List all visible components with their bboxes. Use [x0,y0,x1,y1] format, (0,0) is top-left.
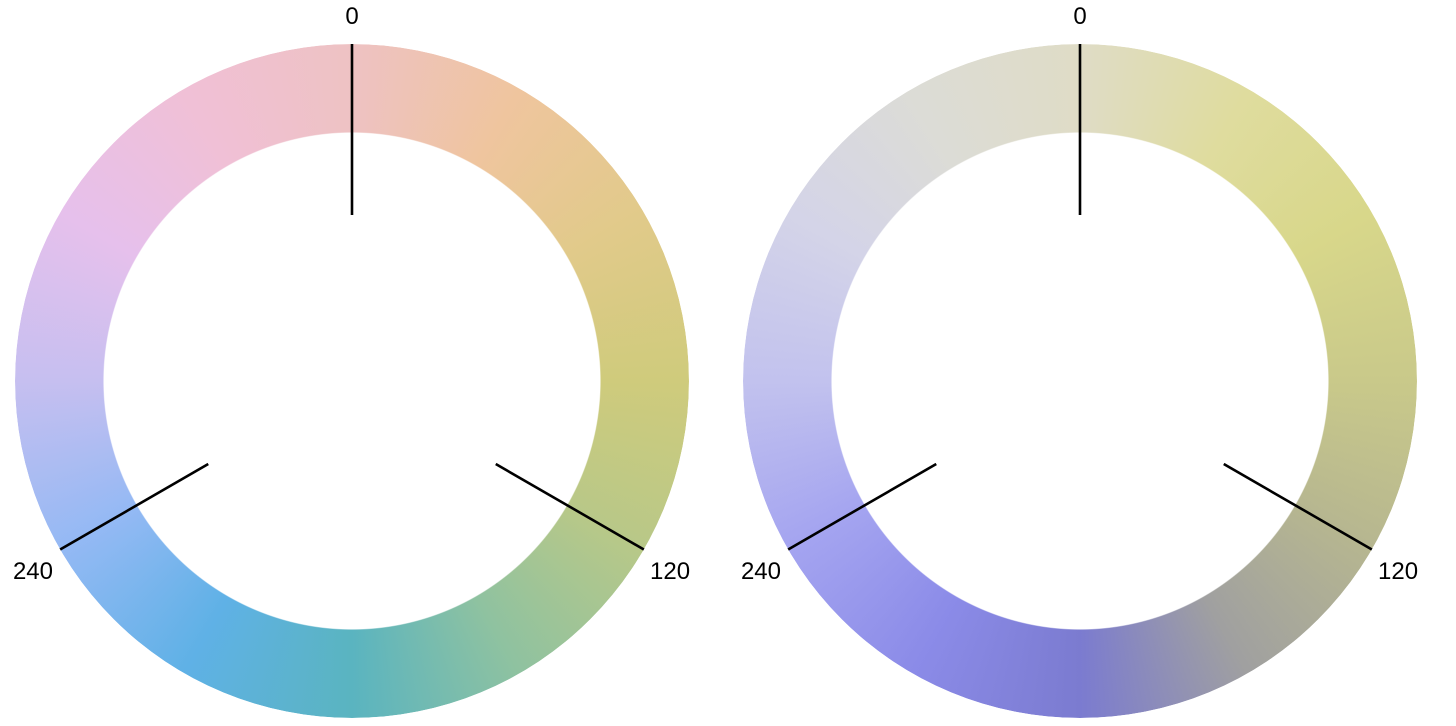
color-wheel-left: 0 120 240 [13,3,690,718]
tick-120 [495,462,645,551]
tick-label-120: 120 [650,558,690,585]
tick-label-120: 120 [1378,558,1418,585]
tick-label-0: 0 [345,3,358,30]
color-wheel-right: 0 120 240 [728,0,1456,726]
tick-240 [787,462,937,551]
tick-240 [59,462,209,551]
tick-layer: 0 120 240 [741,3,1418,585]
tick-label-0: 0 [1073,3,1086,30]
tick-layer: 0 120 240 [13,3,690,585]
tick-label-240: 240 [741,558,781,585]
tick-label-240: 240 [13,558,53,585]
tick-120 [1223,462,1373,551]
